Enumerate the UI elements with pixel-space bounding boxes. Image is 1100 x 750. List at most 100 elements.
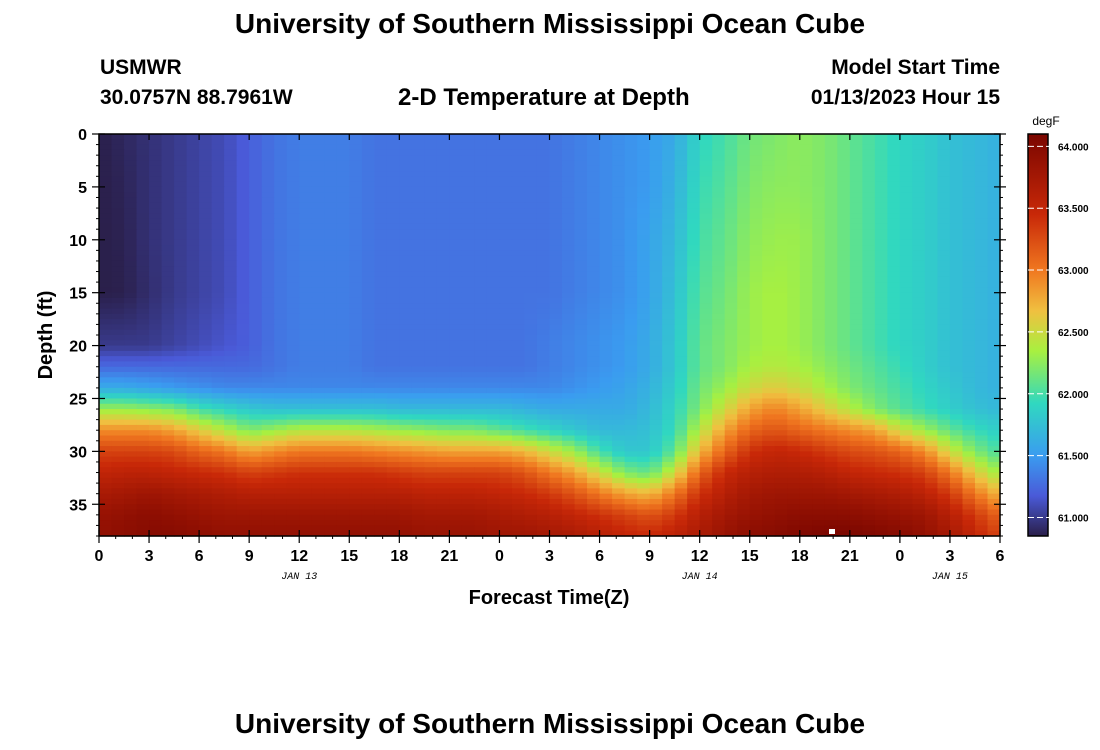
heatmap-cell [149, 467, 163, 474]
heatmap-cell [499, 134, 513, 140]
heatmap-cell [924, 208, 939, 214]
heatmap-cell [186, 165, 200, 172]
heatmap-cell [649, 250, 663, 257]
heatmap-cell [261, 149, 275, 156]
heatmap-cell [286, 488, 300, 495]
heatmap-cell [962, 176, 976, 183]
heatmap-cell [161, 181, 175, 188]
heatmap-cell [211, 409, 225, 415]
heatmap-cell [899, 446, 913, 452]
heatmap-cell [174, 498, 188, 505]
heatmap-cell [449, 271, 463, 278]
heatmap-cell [912, 276, 926, 283]
heatmap-cell [762, 409, 776, 415]
heatmap-cell [99, 398, 113, 405]
heatmap-cell [511, 435, 526, 442]
heatmap-cell [499, 419, 513, 426]
heatmap-cell [249, 488, 263, 495]
heatmap-cell [812, 409, 826, 415]
heatmap-cell [549, 488, 563, 495]
heatmap-cell [612, 440, 626, 447]
heatmap-cell [887, 419, 901, 426]
heatmap-cell [649, 430, 663, 437]
heatmap-cell [737, 155, 751, 162]
heatmap-cell [136, 393, 150, 400]
heatmap-cell [699, 287, 713, 294]
heatmap-cell [712, 144, 726, 151]
heatmap-cell [386, 366, 400, 373]
heatmap-cell [587, 488, 601, 495]
heatmap-cell [774, 387, 788, 394]
heatmap-cell [324, 446, 338, 452]
heatmap-cell [874, 181, 888, 188]
heatmap-cell [849, 313, 863, 320]
heatmap-cell [411, 446, 425, 452]
heatmap-cell [712, 266, 726, 273]
heatmap-cell [674, 186, 688, 193]
heatmap-cell [324, 419, 338, 426]
heatmap-cell [912, 345, 926, 352]
heatmap-cell [286, 377, 300, 384]
heatmap-cell [186, 139, 200, 146]
heatmap-cell [249, 292, 263, 299]
heatmap-cell [799, 472, 813, 479]
heatmap-cell [549, 297, 563, 304]
heatmap-cell [574, 329, 588, 336]
heatmap-cell [949, 155, 964, 162]
heatmap-cell [524, 155, 538, 162]
heatmap-cell [286, 160, 300, 167]
heatmap-cell [612, 451, 626, 458]
heatmap-cell [712, 335, 726, 341]
heatmap-cell [136, 377, 150, 384]
heatmap-cell [136, 176, 150, 183]
heatmap-cell [424, 350, 438, 357]
heatmap-cell [549, 276, 563, 283]
heatmap-cell [699, 483, 713, 489]
heatmap-cell [712, 255, 726, 262]
heatmap-cell [737, 403, 751, 410]
heatmap-cell [99, 409, 113, 415]
heatmap-cell [261, 424, 275, 431]
heatmap-cell [411, 335, 425, 341]
heatmap-cell [837, 165, 851, 172]
heatmap-cell [837, 366, 851, 373]
heatmap-cell [612, 435, 626, 442]
heatmap-cell [787, 239, 801, 246]
heatmap-cell [874, 356, 888, 363]
heatmap-cell [924, 340, 939, 347]
heatmap-cell [862, 223, 876, 230]
heatmap-cell [562, 218, 576, 225]
heatmap-cell [974, 335, 989, 341]
heatmap-cell [249, 350, 263, 357]
heatmap-cell [587, 239, 601, 246]
heatmap-cell [536, 181, 551, 188]
heatmap-cell [336, 498, 350, 505]
heatmap-cell [536, 229, 551, 236]
heatmap-cell [299, 176, 313, 183]
heatmap-cell [812, 372, 826, 378]
heatmap-cell [436, 176, 450, 183]
heatmap-cell [124, 461, 138, 468]
heatmap-cell [824, 472, 838, 479]
heatmap-cell [124, 467, 138, 474]
heatmap-cell [461, 171, 476, 177]
heatmap-cell [612, 208, 626, 214]
heatmap-cell [349, 260, 363, 267]
heatmap-cell [749, 245, 763, 251]
heatmap-cell [111, 435, 125, 442]
heatmap-cell [186, 472, 200, 479]
heatmap-cell [724, 461, 738, 468]
heatmap-cell [149, 155, 163, 162]
heatmap-cell [699, 292, 713, 299]
heatmap-cell [486, 424, 501, 431]
heatmap-cell [249, 260, 263, 267]
heatmap-cell [624, 329, 638, 336]
heatmap-cell [349, 324, 363, 331]
heatmap-cell [399, 440, 413, 447]
heatmap-cell [587, 155, 601, 162]
heatmap-cell [862, 155, 876, 162]
heatmap-cell [737, 192, 751, 199]
heatmap-cell [587, 234, 601, 241]
heatmap-cell [386, 350, 400, 357]
heatmap-cell [499, 266, 513, 273]
